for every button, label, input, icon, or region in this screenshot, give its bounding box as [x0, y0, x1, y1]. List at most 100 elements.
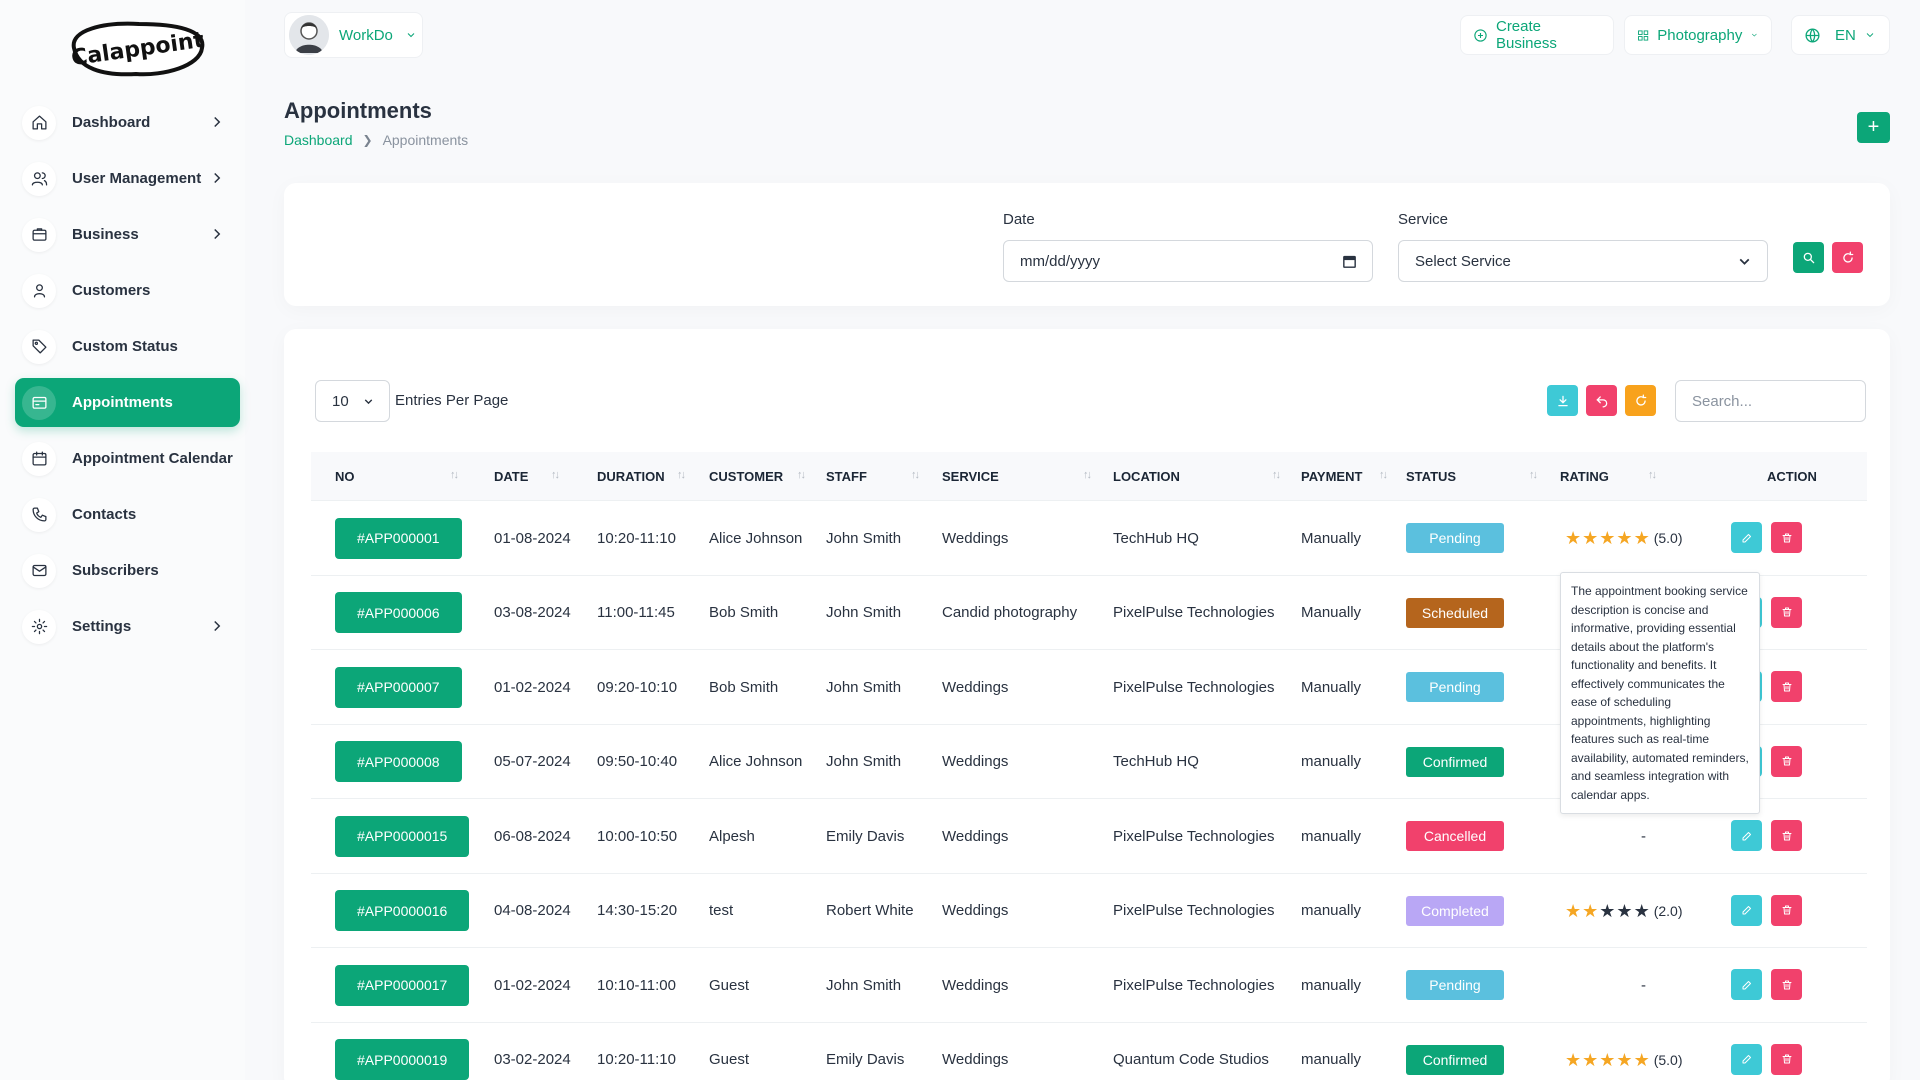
sort-icon[interactable]: ↑↓ — [797, 469, 806, 481]
sidebar-item-subscribers[interactable]: Subscribers — [15, 546, 240, 595]
delete-button[interactable] — [1771, 1043, 1802, 1075]
calappoint-logo[interactable]: Calappoint — [64, 18, 212, 80]
rating-stars: ★ ★ ★ ★ ★ — [1565, 902, 1651, 920]
date-input[interactable]: mm/dd/yyyy — [1003, 240, 1373, 282]
cell-customer: Bob Smith — [709, 604, 779, 621]
language-select[interactable]: EN — [1791, 15, 1890, 55]
column-no[interactable]: NO — [335, 468, 355, 484]
reset-filter-button[interactable] — [1832, 242, 1863, 273]
appointment-id-button[interactable]: #APP0000016 — [335, 890, 470, 931]
entries-per-page-select[interactable]: 10 — [315, 380, 390, 422]
sort-icon[interactable]: ↑↓ — [911, 469, 920, 481]
sort-icon[interactable]: ↑↓ — [1529, 469, 1538, 481]
star-icon: ★ — [1616, 1049, 1633, 1070]
table-row: #APP0000019 03-02-2024 10:20-11:10 Guest Emi… — [311, 1021, 1867, 1080]
add-appointment-button[interactable]: + — [1857, 112, 1890, 143]
column-rating[interactable]: RATING — [1560, 468, 1609, 484]
sidebar-item-appointments[interactable]: Appointments — [15, 378, 240, 427]
cell-status: Pending — [1406, 650, 1504, 724]
delete-button[interactable] — [1771, 894, 1802, 926]
sort-icon[interactable]: ↑↓ — [1083, 469, 1092, 481]
delete-button[interactable] — [1771, 820, 1802, 851]
create-business-button[interactable]: Create Business — [1460, 15, 1614, 55]
export-button[interactable] — [1547, 385, 1578, 416]
appointment-id-button[interactable]: #APP000007 — [335, 666, 462, 708]
column-payment[interactable]: PAYMENT — [1301, 468, 1363, 484]
business-select[interactable]: Photography — [1624, 15, 1772, 55]
edit-button[interactable] — [1731, 820, 1762, 851]
cell-customer: Guest — [709, 976, 750, 994]
edit-button[interactable] — [1731, 1043, 1762, 1075]
cell-date: 01-02-2024 — [494, 976, 571, 994]
status-badge: Pending — [1406, 970, 1504, 1000]
cell-location: PixelPulse Technologies — [1113, 902, 1275, 919]
edit-button[interactable] — [1731, 969, 1762, 1000]
appointment-id-button[interactable]: #APP000008 — [335, 741, 462, 782]
delete-button[interactable] — [1771, 671, 1802, 702]
delete-button[interactable] — [1771, 596, 1802, 628]
cell-location: TechHub HQ — [1113, 753, 1199, 770]
edit-button[interactable] — [1731, 894, 1762, 926]
appointment-id-button[interactable]: #APP0000017 — [335, 964, 470, 1006]
sidebar-item-label: Appointment Calendar — [72, 450, 233, 467]
cell-no: #APP000007 — [335, 650, 462, 724]
column-location[interactable]: LOCATION — [1113, 468, 1180, 484]
cell-customer: Alpesh — [709, 827, 755, 845]
sidebar-item-customers[interactable]: Customers — [15, 266, 240, 315]
tag-icon — [22, 329, 56, 364]
sidebar-item-business[interactable]: Business — [15, 210, 240, 259]
cell-duration: 10:10-11:00 — [597, 976, 676, 994]
appointment-id-button[interactable]: #APP000001 — [335, 517, 462, 559]
column-date[interactable]: DATE — [494, 468, 529, 484]
table-search-input[interactable]: Search... — [1675, 380, 1866, 422]
sort-icon[interactable]: ↑↓ — [551, 469, 560, 481]
cell-date: 03-08-2024 — [494, 604, 571, 621]
column-service[interactable]: SERVICE — [942, 468, 999, 484]
column-customer[interactable]: CUSTOMER — [709, 468, 784, 484]
table-row: #APP000006 03-08-2024 11:00-11:45 Bob Smith… — [311, 574, 1867, 649]
appointment-id-button[interactable]: #APP000006 — [335, 592, 462, 633]
sidebar-item-label: User Management — [72, 170, 202, 187]
delete-button[interactable] — [1771, 745, 1802, 777]
sort-icon[interactable]: ↑↓ — [1272, 469, 1281, 481]
user-menu[interactable]: WorkDo — [284, 12, 423, 58]
chevron-right-icon — [208, 617, 226, 635]
star-icon: ★ — [1599, 900, 1616, 921]
service-select[interactable]: Select Service — [1398, 240, 1768, 282]
sidebar-item-custom-status[interactable]: Custom Status — [15, 322, 240, 371]
delete-button[interactable] — [1771, 969, 1802, 1000]
undo-button[interactable] — [1586, 385, 1617, 416]
chevron-down-icon — [1866, 33, 1874, 38]
cell-rating: - — [1641, 948, 1646, 1022]
status-badge: Confirmed — [1406, 1044, 1504, 1075]
sort-icon[interactable]: ↑↓ — [1648, 469, 1657, 481]
sidebar-item-user-management[interactable]: User Management — [15, 154, 240, 203]
sidebar-item-settings[interactable]: Settings — [15, 602, 240, 651]
sidebar-item-appointment-calendar[interactable]: Appointment Calendar — [15, 434, 240, 483]
service-select-value: Select Service — [1415, 252, 1511, 270]
sort-icon[interactable]: ↑↓ — [450, 469, 459, 481]
delete-button[interactable] — [1771, 522, 1802, 553]
cell-duration: 10:00-10:50 — [597, 827, 678, 845]
entries-per-page-label: Entries Per Page — [395, 392, 509, 409]
column-duration[interactable]: DURATION — [597, 468, 665, 484]
search-button[interactable] — [1793, 242, 1824, 273]
cell-date: 01-02-2024 — [494, 678, 571, 696]
sidebar-item-dashboard[interactable]: Dashboard — [15, 98, 240, 147]
column-status[interactable]: STATUS — [1406, 468, 1457, 484]
edit-button[interactable] — [1731, 522, 1762, 553]
sort-icon[interactable]: ↑↓ — [1379, 469, 1388, 481]
sort-icon[interactable]: ↑↓ — [677, 469, 686, 481]
appointment-id-button[interactable]: #APP0000015 — [335, 815, 470, 857]
reload-button[interactable] — [1625, 385, 1656, 416]
page-title: Appointments — [284, 98, 432, 123]
sidebar-item-contacts[interactable]: Contacts — [15, 490, 240, 539]
star-icon: ★ — [1633, 528, 1650, 548]
breadcrumb-home-link[interactable]: Dashboard — [284, 132, 353, 148]
refresh-icon — [1842, 251, 1853, 263]
rating-stars: ★ ★ ★ ★ ★ — [1565, 529, 1651, 547]
appointment-id-button[interactable]: #APP0000019 — [335, 1039, 470, 1080]
column-staff[interactable]: STAFF — [826, 468, 867, 484]
calendar-icon[interactable] — [1341, 253, 1358, 270]
mail-icon — [22, 553, 56, 588]
